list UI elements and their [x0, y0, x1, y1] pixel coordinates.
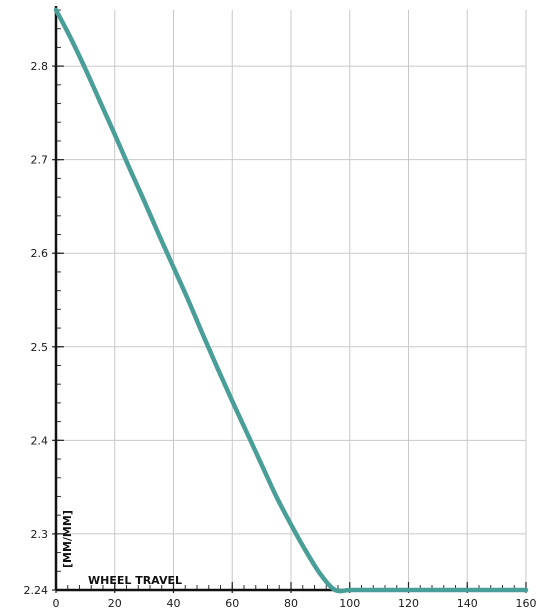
x-tick-label: 160	[516, 597, 537, 610]
x-tick-label: 0	[53, 597, 60, 610]
y-tick-label: 2.3	[31, 528, 49, 541]
y-tick-label: 2.5	[31, 341, 49, 354]
x-tick-label: 80	[284, 597, 298, 610]
x-tick-label: 140	[457, 597, 478, 610]
x-tick-label: 100	[339, 597, 360, 610]
x-tick-label: 40	[167, 597, 181, 610]
y-tick-label: 2.6	[31, 247, 49, 260]
tick-labels: 2.24 2.3 2.4 2.5 2.6 2.7 2.8 0 20 40 60 80 100 120 140…	[24, 60, 537, 610]
x-tick-label: 20	[108, 597, 122, 610]
y-tick-label: 2.24	[24, 584, 49, 597]
x-tick-label: 60	[225, 597, 239, 610]
minor-tick-marks	[52, 9, 527, 593]
y-tick-label: 2.4	[31, 434, 49, 447]
x-axis-title: WHEEL TRAVEL	[88, 574, 182, 587]
series-line	[53, 7, 529, 594]
x-tick-label: 120	[398, 597, 419, 610]
y-axis-title: [MM/MM]	[61, 510, 74, 568]
y-tick-label: 2.8	[31, 60, 49, 73]
grid-lines	[56, 10, 527, 590]
y-tick-label: 2.7	[31, 154, 49, 167]
series-layer	[53, 7, 529, 594]
